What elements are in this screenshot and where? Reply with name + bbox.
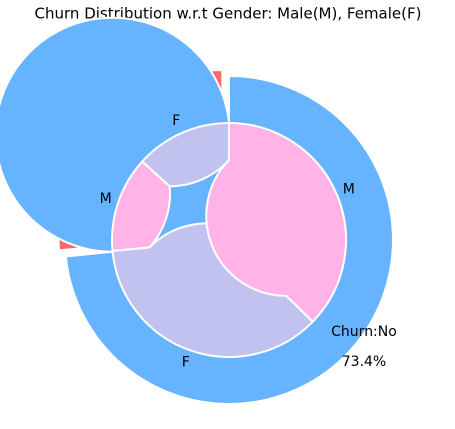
inner-label: M [100,191,112,207]
inner-label: F [172,113,180,129]
chart-title: Churn Distribution w.r.t Gender: Male(M)… [35,5,422,23]
inner-label: F [182,355,190,371]
inner-wedge [205,121,347,324]
inner-label: M [343,181,355,197]
slice-label: Churn:No [331,324,397,340]
percent-label: 73.4% [342,354,386,370]
